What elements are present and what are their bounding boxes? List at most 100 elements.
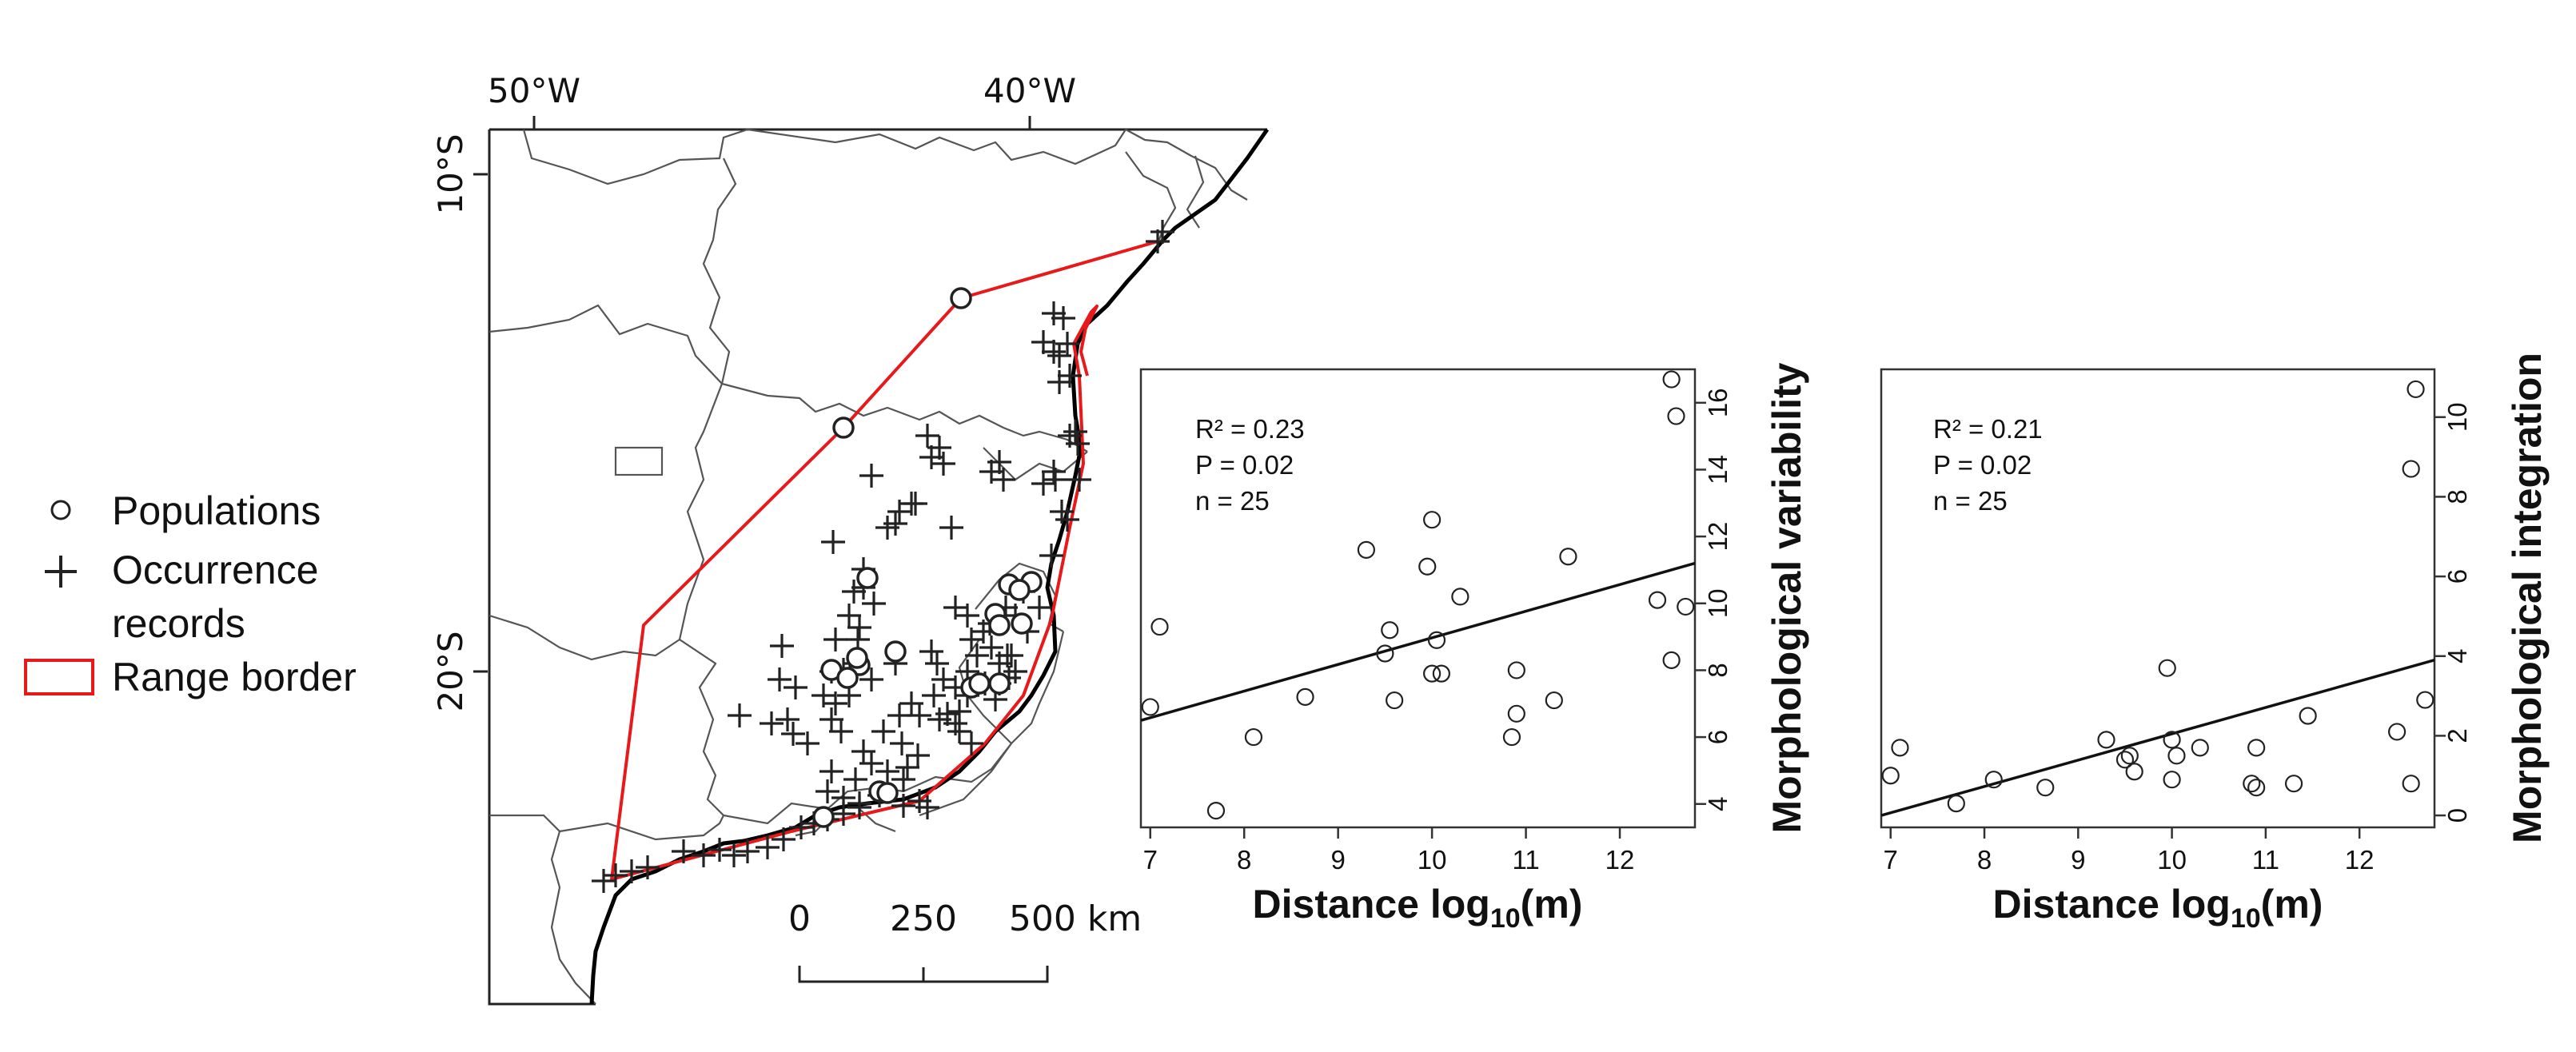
data-point [1423,511,1442,529]
population-circle [988,614,1011,636]
data-point [2247,779,2266,797]
data-point [1507,661,1525,679]
occurrence-plus [906,743,930,767]
data-point [2115,751,2135,769]
population-circle [1008,579,1031,601]
data-point [2097,731,2115,749]
population-circle [846,647,868,669]
legend-label-occurrence: Occurrence [112,548,318,592]
y-axis-label: Morphological variability [1765,362,1809,833]
y-tick-label: 8 [1703,663,1733,677]
stat-n: n = 25 [1933,486,2008,516]
occurrence-plus [1042,340,1066,364]
occurrence-plus [903,492,927,516]
legend-label-range-border: Range border [112,655,357,699]
occurrence-plus [708,838,732,862]
occurrence-plus [1050,500,1074,524]
occurrence-plus [736,839,760,863]
occurrence-plus [722,843,746,867]
occurrence-plus [925,652,949,675]
occurrence-plus [1051,306,1075,330]
scale-label-500km: 500 km [1009,899,1142,939]
occurrence-plus [821,530,845,554]
data-point [1648,591,1667,609]
data-point [1386,691,1404,710]
occurrence-plus [831,802,855,826]
occurrence-plus [823,628,847,652]
data-point [1559,548,1577,566]
occurrence-plus [796,731,819,755]
population-circle [832,416,855,439]
occurrence-plus [1150,220,1174,244]
x-tick-label: 9 [1330,845,1345,875]
occurrence-plus [692,843,716,867]
data-point [1296,687,1314,706]
data-point [1662,370,1681,389]
occurrence-plus [772,827,796,851]
occurrence-plus [1039,544,1063,568]
data-point [1947,795,1965,813]
data-point [2036,779,2055,797]
occurrence-plus [987,450,1011,474]
population-circle [876,782,899,804]
occurrence-plus [1066,432,1090,456]
population-circle [950,287,972,309]
occurrence-plus [959,731,983,755]
occurrence-plus [620,859,644,883]
data-point [1984,771,2003,789]
x-tick-label: 7 [1884,845,1898,875]
data-point [1507,704,1525,723]
scale-label-250: 250 [890,899,957,939]
occurrence-plus [728,703,752,727]
data-point [1376,644,1394,663]
occurrence-plus [859,464,883,488]
data-point [1244,727,1263,747]
occurrence-plus [871,719,895,743]
y-axis-label: Morphological integration [2505,353,2550,843]
scale-bar [798,966,1049,983]
data-point [2407,380,2425,399]
occurrence-plus [1031,330,1055,354]
population-circle [856,567,879,589]
data-point [2163,731,2181,749]
occurrence-plus [991,468,1015,492]
data-point [2191,739,2209,757]
occurrence-plus [847,795,871,819]
data-point [2125,763,2143,781]
occurrence-plus [887,500,911,524]
data-point [1357,540,1375,559]
data-point [1677,597,1695,616]
stat-r2: R² = 0.21 [1933,414,2043,444]
y-tick-label: 10 [1703,588,1733,618]
legend-range-box-icon [24,659,94,695]
occurrence-plus [931,452,955,476]
legend-circle-icon [50,500,71,520]
occurrence-plus [1042,301,1066,325]
data-point [1891,739,1909,757]
occurrence-plus [592,869,616,893]
stat-p: P = 0.02 [1195,450,1294,480]
data-point [2158,659,2176,677]
occurrence-plus [847,616,871,640]
occurrence-plus [919,640,943,663]
occurrence-plus [1058,364,1082,388]
scatter-panel-variability: R² = 0.23 P = 0.02 n = 25 Distance log10… [1139,362,1809,934]
scatter-panel-integration: R² = 0.21 P = 0.02 n = 25 Distance log10… [1880,353,2550,934]
x-axis-label: Distance log10(m) [1993,882,2323,934]
occurrence-plus [1031,472,1055,496]
data-point [2163,771,2181,789]
occurrence-plus [1067,468,1091,492]
occurrence-plus [915,795,939,819]
occurrence-plus [875,759,899,783]
population-circle [884,640,907,663]
occurrence-plus [760,711,784,735]
stat-p: P = 0.02 [1933,450,2032,480]
occurrence-plus [1063,420,1087,444]
occurrence-plus [890,731,914,755]
occurrence-plus [965,644,989,667]
occurrence-plus [919,445,943,469]
data-point [2167,747,2186,765]
stat-r2: R² = 0.23 [1195,414,1305,444]
data-point [1432,664,1450,683]
